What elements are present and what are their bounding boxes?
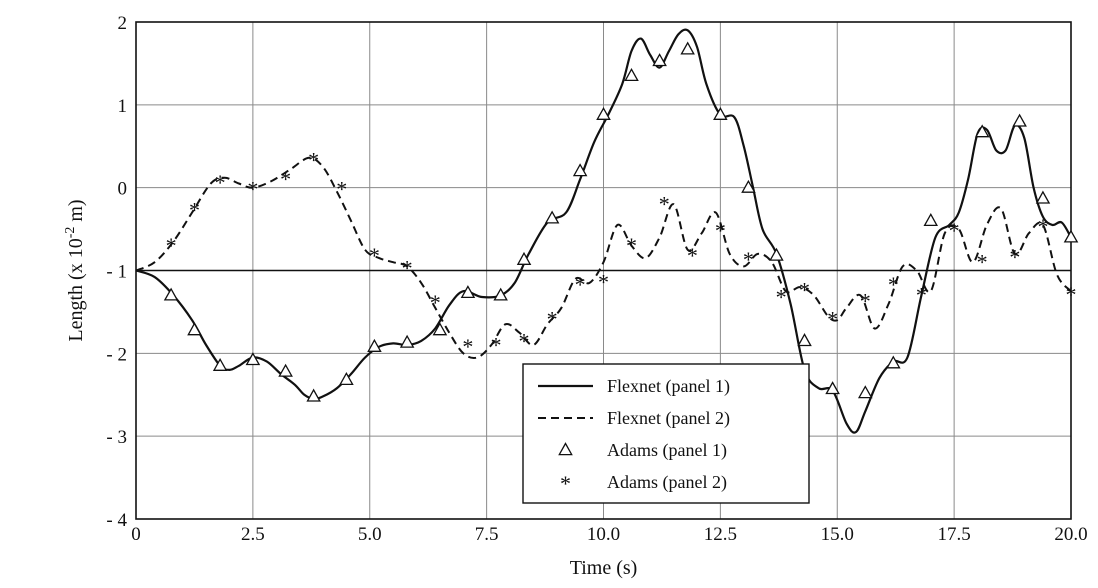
y-tick-label: - 4 [106, 510, 127, 531]
legend-label: Adams (panel 1) [607, 440, 727, 461]
x-tick-label: 17.5 [938, 524, 971, 545]
star-marker: * [166, 233, 177, 258]
triangle-marker [741, 179, 756, 193]
star-marker: * [490, 332, 501, 357]
x-tick-label: 10.0 [587, 524, 620, 545]
triangle-marker [923, 212, 938, 227]
triangle-marker [432, 322, 448, 336]
x-tick-label: 15.0 [821, 524, 854, 545]
y-axis-title-suffix: m) [65, 199, 87, 226]
x-tick-label: 5.0 [358, 524, 382, 545]
legend-box [522, 363, 810, 504]
triangle-marker [339, 371, 354, 386]
y-axis-title: Length (x 10-2 m) [63, 199, 87, 341]
triangle-marker [680, 41, 695, 55]
y-tick-label: 1 [118, 96, 128, 117]
star-marker: * [308, 148, 319, 173]
x-tick-label: 7.5 [475, 524, 499, 545]
star-marker: * [336, 177, 347, 202]
triangle-marker [1012, 113, 1027, 127]
legend-label: Flexnet (panel 2) [607, 408, 730, 429]
legend: Flexnet (panel 1) Flexnet (panel 2) Adams … [522, 363, 810, 504]
star-marker: * [598, 269, 609, 294]
star-marker: * [369, 243, 380, 268]
legend-items: Flexnet (panel 1) Flexnet (panel 2) Adams … [538, 376, 730, 496]
star-marker: * [860, 288, 871, 313]
triangle-marker [460, 285, 476, 299]
star-marker: * [402, 255, 413, 280]
star-marker: * [247, 177, 258, 202]
star-marker: * [743, 247, 754, 272]
star-marker: * [1037, 214, 1048, 239]
x-axis-title: Time (s) [570, 557, 638, 579]
legend-label: Flexnet (panel 1) [607, 376, 730, 397]
legend-swatch-star: * [560, 471, 571, 496]
triangle-marker [857, 385, 873, 399]
y-tick-label: - 1 [106, 262, 127, 283]
triangle-marker [544, 210, 560, 224]
star-marker: * [715, 218, 726, 243]
star-marker: * [888, 272, 899, 297]
triangle-marker [163, 287, 179, 301]
triangle-marker [516, 251, 532, 265]
star-marker: * [687, 243, 698, 268]
star-marker: * [189, 197, 200, 222]
star-marker: * [215, 170, 226, 195]
star-marker: * [430, 290, 441, 315]
x-tick-label: 2.5 [241, 524, 265, 545]
series-line-flexnet-panel-2 [135, 156, 1072, 360]
star-marker: * [949, 218, 960, 243]
star-marker: * [462, 334, 473, 359]
triangle-marker [652, 53, 667, 67]
legend-label: Adams (panel 2) [607, 472, 727, 493]
tick-labels: 0 2.5 5.0 7.5 10.0 12.5 15.0 17.5 20.0 2 1 0 - 1 - 2 -… [106, 13, 1087, 545]
triangle-marker [797, 333, 812, 347]
triangle-marker [367, 338, 382, 352]
star-marker: * [799, 278, 810, 303]
star-marker: * [776, 284, 787, 309]
triangle-marker [493, 287, 508, 301]
x-tick-label: 0 [131, 524, 141, 545]
triangle-marker [886, 355, 901, 369]
x-tick-label: 12.5 [704, 524, 737, 545]
star-marker: * [626, 233, 637, 258]
y-tick-label: 0 [118, 179, 128, 200]
triangle-marker [212, 357, 228, 371]
star-marker: * [1066, 282, 1077, 307]
star-marker: * [547, 307, 558, 332]
triangle-marker [245, 352, 261, 366]
triangle-marker [769, 247, 784, 261]
star-marker: * [1009, 245, 1020, 270]
triangle-marker [974, 124, 990, 138]
triangle-marker [713, 106, 728, 120]
triangle-marker [187, 322, 202, 336]
star-marker: * [977, 250, 988, 275]
star-marker: * [659, 192, 670, 217]
y-tick-label: - 3 [106, 427, 127, 448]
triangle-marker [278, 363, 293, 377]
series-markers: * * * * * * * * * * * * * * * * * * * * * * * * * * * * * * * * [163, 41, 1079, 402]
star-marker: * [827, 307, 838, 332]
triangle-marker [399, 334, 415, 348]
triangle-marker [825, 381, 840, 395]
star-marker: * [519, 328, 530, 353]
star-marker: * [916, 283, 927, 308]
y-axis-title-exponent: -2 [63, 227, 78, 239]
triangle-marker [1035, 190, 1051, 204]
x-tick-label: 20.0 [1054, 524, 1087, 545]
y-tick-label: - 2 [106, 344, 127, 365]
triangle-marker [306, 388, 321, 402]
triangle-marker [624, 67, 639, 82]
triangle-marker [596, 106, 611, 120]
y-tick-label: 2 [118, 13, 128, 34]
star-marker: * [280, 167, 291, 192]
y-axis-title-prefix: Length (x 10 [65, 238, 87, 341]
legend-swatch-triangle [558, 442, 573, 456]
triangle-marker [1063, 229, 1079, 243]
star-marker: * [575, 272, 586, 297]
triangle-marker [572, 163, 588, 177]
